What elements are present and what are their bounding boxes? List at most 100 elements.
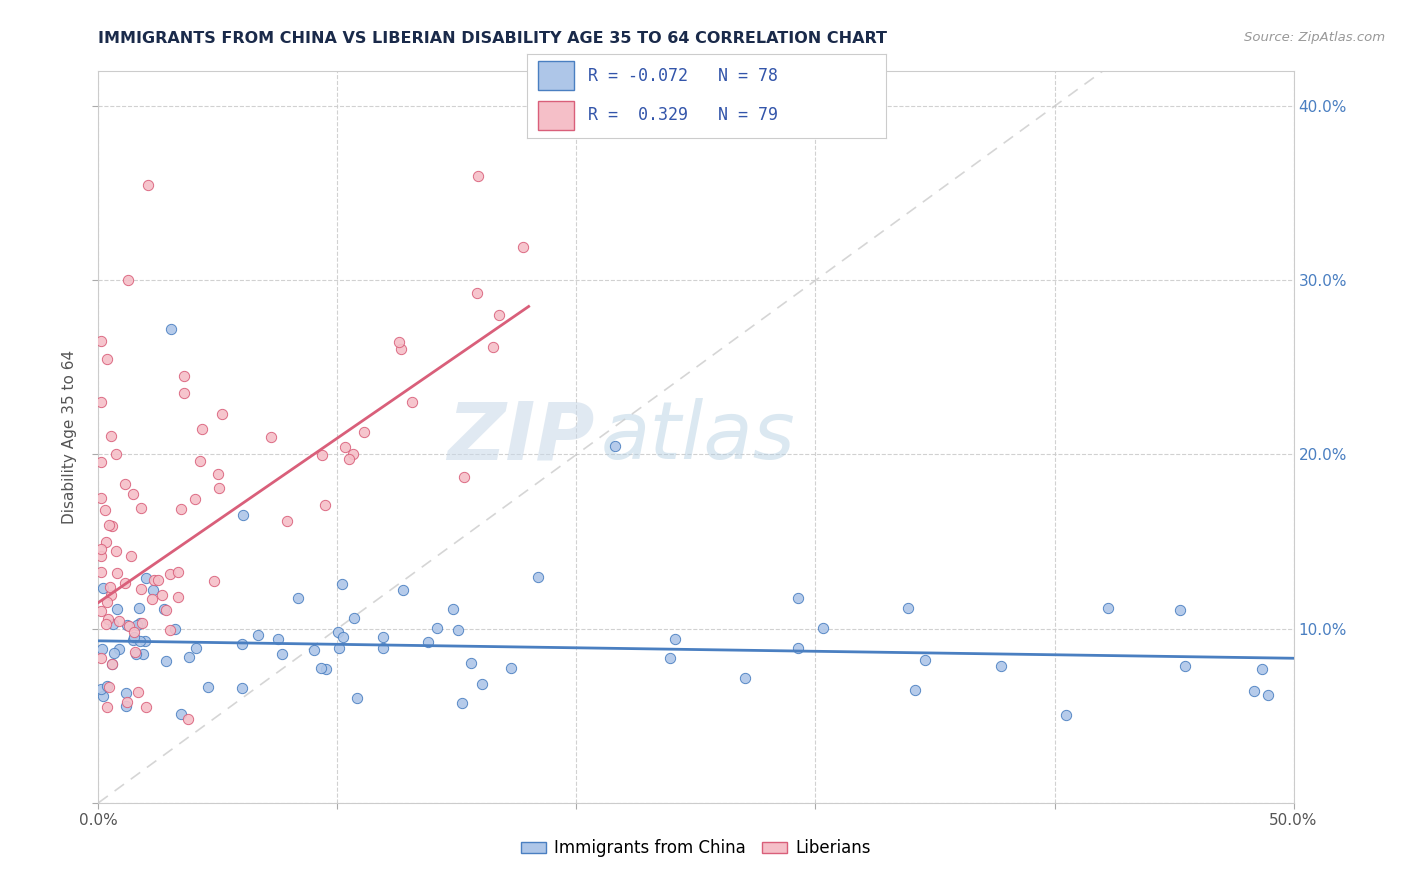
Point	[124, 631, 146, 645]
Point	[332, 630, 354, 644]
Point	[96, 700, 118, 714]
Point	[465, 285, 488, 300]
Point	[101, 616, 124, 631]
Point	[177, 649, 200, 664]
Point	[96, 595, 118, 609]
Point	[105, 602, 128, 616]
Point	[104, 544, 127, 558]
Point	[103, 646, 125, 660]
Point	[127, 685, 149, 699]
Point	[141, 591, 163, 606]
Point	[91, 581, 114, 595]
Point	[127, 617, 149, 632]
Point	[117, 273, 139, 287]
Point	[125, 648, 148, 662]
Point	[1097, 601, 1119, 615]
Point	[129, 582, 152, 596]
Point	[353, 425, 375, 439]
Point	[659, 651, 682, 665]
Point	[159, 623, 181, 637]
Point	[165, 622, 187, 636]
Point	[173, 369, 195, 384]
Point	[135, 700, 157, 714]
Point	[388, 335, 411, 350]
Point	[91, 642, 114, 657]
Point	[190, 422, 212, 436]
Point	[170, 706, 193, 721]
Point	[90, 541, 112, 556]
Point	[330, 577, 353, 591]
Point	[460, 656, 482, 670]
Point	[159, 322, 181, 336]
Point	[211, 407, 233, 421]
Point	[326, 625, 349, 640]
Point	[266, 632, 288, 646]
Point	[142, 582, 165, 597]
Point	[91, 689, 114, 703]
Point	[118, 618, 141, 632]
Point	[97, 612, 120, 626]
Point	[129, 501, 152, 516]
Point	[90, 681, 112, 696]
Point	[155, 655, 177, 669]
Point	[401, 394, 423, 409]
Point	[131, 616, 153, 631]
Point	[94, 503, 117, 517]
Point	[287, 591, 309, 605]
Point	[96, 534, 118, 549]
Point	[389, 342, 412, 356]
Point	[97, 681, 120, 695]
Point	[100, 429, 122, 443]
Point	[96, 616, 118, 631]
Point	[453, 470, 475, 484]
Point	[208, 482, 231, 496]
Point	[202, 574, 225, 588]
FancyBboxPatch shape	[538, 62, 574, 90]
Point	[314, 498, 336, 512]
Point	[90, 549, 112, 564]
Text: R =  0.329   N = 79: R = 0.329 N = 79	[588, 105, 778, 123]
FancyBboxPatch shape	[538, 101, 574, 130]
Point	[603, 439, 626, 453]
Point	[98, 517, 121, 532]
Point	[152, 588, 174, 602]
Point	[121, 487, 143, 501]
Point	[499, 660, 522, 674]
Point	[115, 695, 138, 709]
Point	[115, 618, 138, 632]
Text: atlas: atlas	[600, 398, 796, 476]
Point	[104, 447, 127, 461]
Point	[471, 677, 494, 691]
Point	[135, 571, 157, 585]
Point	[101, 657, 124, 672]
Point	[527, 570, 550, 584]
Point	[333, 440, 356, 454]
Point	[441, 601, 464, 615]
Point	[914, 652, 936, 666]
Point	[90, 455, 112, 469]
Point	[122, 633, 145, 648]
Point	[1257, 688, 1279, 702]
Point	[114, 698, 136, 713]
Point	[787, 591, 810, 605]
Point	[391, 582, 413, 597]
Point	[1168, 602, 1191, 616]
Point	[302, 642, 325, 657]
Point	[115, 686, 138, 700]
Point	[90, 651, 112, 665]
Point	[90, 604, 112, 618]
Y-axis label: Disability Age 35 to 64: Disability Age 35 to 64	[62, 350, 77, 524]
Point	[786, 640, 808, 655]
Point	[1174, 659, 1197, 673]
Point	[276, 514, 298, 528]
Point	[231, 637, 253, 651]
Point	[309, 661, 332, 675]
Point	[177, 712, 200, 726]
Point	[232, 508, 254, 523]
Point	[904, 682, 927, 697]
Point	[136, 178, 159, 192]
Point	[664, 632, 686, 646]
Point	[259, 430, 281, 444]
Point	[811, 621, 834, 635]
Point	[173, 385, 195, 400]
